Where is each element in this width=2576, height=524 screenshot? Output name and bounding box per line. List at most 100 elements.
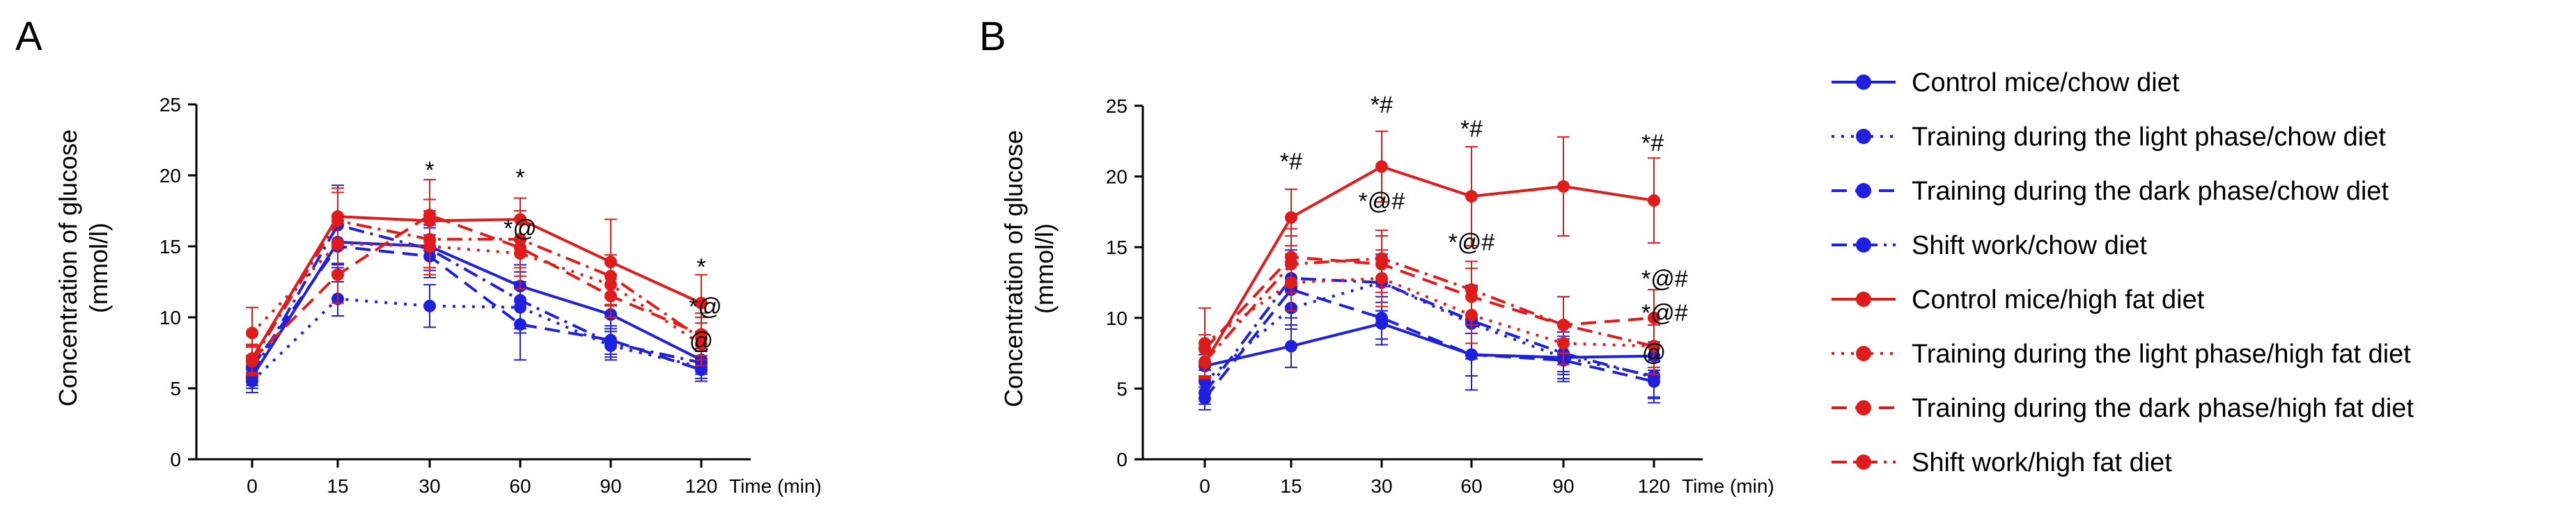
data-point bbox=[1199, 355, 1211, 368]
data-point bbox=[1648, 340, 1660, 353]
series-3 bbox=[1199, 260, 1660, 411]
legend-item: Training during the light phase/chow die… bbox=[1832, 122, 2386, 152]
series-5 bbox=[1199, 130, 1660, 379]
x-axis-unit: Time (min) bbox=[729, 475, 822, 497]
data-point bbox=[1375, 160, 1388, 173]
significance-label: *# bbox=[1280, 148, 1302, 175]
data-point bbox=[1285, 257, 1297, 271]
legend-item: Control mice/chow diet bbox=[1832, 68, 2180, 97]
legend-label: Shift work/chow diet bbox=[1912, 231, 2147, 260]
series-6 bbox=[1199, 249, 1660, 380]
y-tick-label: 0 bbox=[170, 449, 181, 470]
legend-marker bbox=[1856, 237, 1871, 253]
series-2 bbox=[1199, 253, 1660, 398]
y-tick-label: 25 bbox=[159, 94, 181, 116]
legend-item: Training during the dark phase/high fat … bbox=[1832, 394, 2414, 423]
significance-label: @ bbox=[689, 328, 714, 354]
series-8 bbox=[246, 191, 708, 376]
series-4 bbox=[1199, 249, 1660, 405]
data-point bbox=[695, 296, 708, 310]
legend-label: Control mice/high fat diet bbox=[1912, 285, 2205, 315]
significance-label: @ bbox=[1642, 340, 1666, 366]
series-line bbox=[251, 215, 702, 360]
x-tick-label: 60 bbox=[509, 475, 531, 497]
data-point bbox=[423, 232, 436, 246]
data-point bbox=[1465, 283, 1478, 296]
y-tick-label: 5 bbox=[170, 378, 181, 399]
series-line bbox=[251, 219, 703, 363]
x-tick-label: 90 bbox=[600, 475, 621, 497]
series-4 bbox=[246, 184, 708, 386]
data-point bbox=[1375, 252, 1388, 265]
y-tick-label: 20 bbox=[1106, 166, 1127, 188]
panel-letter: A bbox=[15, 14, 42, 59]
legend-marker bbox=[1856, 400, 1871, 415]
legend-item: Training during the light phase/high fat… bbox=[1832, 340, 2411, 369]
x-tick-label: 0 bbox=[247, 475, 258, 497]
significance-label: * bbox=[515, 164, 524, 191]
y-axis-title: Concentration of glucose bbox=[999, 130, 1028, 407]
significance-label: * bbox=[696, 254, 705, 280]
data-point bbox=[1199, 386, 1211, 399]
y-axis-title: Concentration of glucose bbox=[54, 129, 82, 406]
series-3 bbox=[246, 224, 708, 382]
panel-letter: B bbox=[979, 14, 1006, 59]
legend-marker bbox=[1856, 346, 1871, 361]
x-tick-label: 30 bbox=[1371, 475, 1392, 497]
x-tick-label: 0 bbox=[1199, 475, 1210, 497]
series-line bbox=[1203, 276, 1655, 348]
significance-label: *@ bbox=[504, 216, 537, 242]
data-point bbox=[1557, 318, 1570, 331]
series-line bbox=[1203, 280, 1655, 383]
x-tick-label: 90 bbox=[1552, 475, 1574, 497]
y-axis-title-unit: (mmol/l) bbox=[1030, 223, 1059, 314]
x-tick-label: 15 bbox=[1280, 475, 1302, 497]
data-point bbox=[423, 299, 436, 312]
legend-marker bbox=[1856, 454, 1871, 470]
y-axis-title-unit: (mmol/l) bbox=[84, 223, 113, 313]
series-1 bbox=[246, 220, 708, 389]
significance-label: *@# bbox=[1641, 300, 1688, 326]
y-tick-label: 10 bbox=[159, 307, 181, 328]
x-axis-unit: Time (min) bbox=[1682, 475, 1774, 497]
series-line bbox=[1204, 321, 1655, 367]
legend-label: Control mice/chow diet bbox=[1912, 68, 2180, 97]
series-line bbox=[1203, 257, 1655, 363]
data-point bbox=[331, 268, 344, 281]
legend-marker bbox=[1856, 129, 1871, 144]
series-line bbox=[1203, 255, 1655, 350]
legend-label: Training during the light phase/high fat… bbox=[1912, 340, 2411, 369]
data-point bbox=[1375, 311, 1388, 324]
significance-label: *@# bbox=[1359, 188, 1405, 214]
legend-item: Shift work/high fat diet bbox=[1832, 448, 2172, 477]
significance-label: *# bbox=[1371, 92, 1393, 118]
y-tick-label: 15 bbox=[159, 236, 181, 257]
series-line bbox=[251, 213, 702, 361]
significance-label: *# bbox=[1460, 116, 1483, 143]
significance-label: * bbox=[425, 157, 434, 184]
series-7 bbox=[1199, 228, 1660, 364]
data-point bbox=[1285, 340, 1297, 353]
series-line bbox=[251, 223, 702, 375]
legend-marker bbox=[1856, 292, 1871, 307]
data-point bbox=[1285, 211, 1297, 224]
x-tick-label: 30 bbox=[419, 475, 440, 497]
data-point bbox=[514, 294, 526, 307]
data-point bbox=[1648, 194, 1660, 207]
series-line bbox=[251, 244, 702, 372]
legend-marker bbox=[1856, 74, 1871, 90]
significance-label: *@# bbox=[1641, 266, 1688, 292]
series-line bbox=[1203, 287, 1655, 399]
series-line bbox=[251, 297, 702, 383]
y-tick-label: 10 bbox=[1106, 308, 1127, 329]
significance-label: *@# bbox=[1449, 229, 1495, 255]
y-tick-label: 25 bbox=[1106, 95, 1127, 117]
x-tick-label: 120 bbox=[685, 475, 718, 497]
y-tick-label: 15 bbox=[1106, 237, 1127, 258]
data-point bbox=[246, 355, 258, 368]
legend-item: Training during the dark phase/chow diet bbox=[1832, 177, 2389, 206]
legend: Control mice/chow diet Training during th… bbox=[1832, 68, 2414, 477]
series-line bbox=[1203, 276, 1655, 394]
data-point bbox=[514, 232, 526, 246]
